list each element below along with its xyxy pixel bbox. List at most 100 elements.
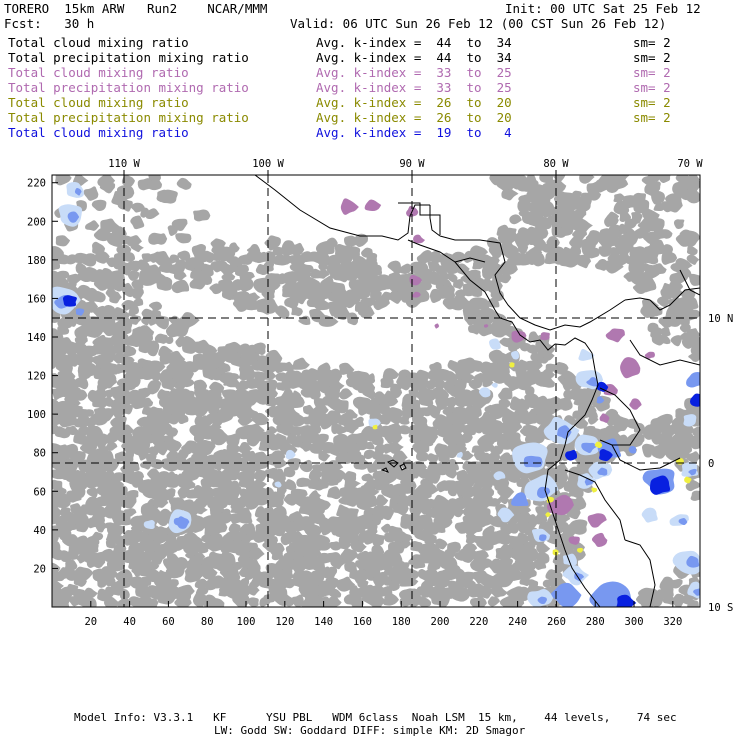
cloud-cell: [338, 540, 352, 550]
cloud-cell: [684, 177, 700, 193]
cloud-cell: [165, 564, 185, 579]
legend-sm: sm= 2: [633, 65, 671, 80]
cloud-cell: [363, 449, 375, 460]
cloud-cell: [340, 548, 359, 564]
cloud-cell: [435, 538, 448, 550]
legend-sm: sm= 2: [633, 95, 671, 110]
cloud-cell: [74, 376, 89, 390]
cloud-cell: [687, 599, 699, 607]
cloud-cell: [389, 441, 404, 454]
cloud-cell: [461, 431, 473, 444]
cloud-cell: [91, 199, 107, 212]
y-tick-label: 40: [33, 525, 46, 537]
cloud-cell: [445, 467, 458, 479]
cloud-cell: [315, 241, 335, 257]
cloud-cell: [437, 450, 450, 463]
mid-blue-cell: [678, 518, 688, 526]
cloud-cell: [424, 431, 439, 444]
cloud-cell: [369, 595, 387, 607]
y-tick-label: 60: [33, 486, 46, 498]
purple-cell: [511, 330, 527, 343]
mid-blue-cell: [597, 467, 608, 476]
cloud-cell: [309, 440, 325, 454]
cloud-cell: [264, 279, 281, 292]
x-tick-label: 40: [123, 616, 136, 628]
yellow-cell: [545, 512, 551, 518]
forecast-hour: Fcst: 30 h: [4, 16, 95, 31]
cloud-cell: [161, 189, 178, 204]
cloud-cell: [163, 335, 174, 344]
cloud-cell: [301, 597, 316, 607]
cloud-cell: [150, 458, 163, 470]
cloud-cell: [432, 414, 450, 430]
cloud-cell: [121, 300, 136, 311]
legend-field: Total precipitation mixing ratio: [8, 110, 249, 125]
y-tick-label: 180: [27, 255, 46, 267]
cloud-cell: [412, 439, 430, 454]
cloud-cell: [129, 461, 140, 472]
coastlines: [254, 175, 700, 607]
cloud-cell: [55, 175, 72, 186]
cloud-cell: [79, 439, 98, 455]
mid-blue-cell: [688, 468, 697, 476]
mid-blue-cell: [74, 188, 82, 196]
cloud-cell: [338, 388, 353, 400]
cloud-cell: [105, 538, 117, 549]
cloud-cell: [615, 241, 635, 256]
cloud-cell: [346, 312, 359, 326]
cloud-cell: [181, 467, 201, 482]
purple-cell: [587, 513, 607, 528]
cloud-cell: [113, 342, 126, 354]
cloud-cell: [129, 314, 142, 325]
cloud-cell: [132, 298, 144, 307]
cloud-cell: [377, 553, 397, 571]
light-blue-cell: [368, 418, 381, 428]
cloud-cell: [477, 322, 494, 337]
cloud-cell: [350, 520, 366, 534]
cloud-cell: [81, 266, 99, 283]
cloud-cell: [251, 412, 270, 426]
cloud-cell: [453, 279, 464, 289]
mid-blue-cell: [523, 455, 543, 468]
cloud-cell: [360, 306, 375, 319]
cloud-cell: [226, 441, 241, 454]
cloud-cell: [64, 520, 78, 531]
cloud-cell: [378, 413, 393, 425]
cloud-cell: [251, 528, 268, 543]
cloud-cell: [533, 557, 547, 570]
cloud-cell: [136, 259, 150, 271]
cloud-cell: [659, 336, 671, 345]
light-blue-cell: [497, 507, 515, 523]
cloud-cell: [247, 597, 259, 607]
purple-cell: [599, 413, 610, 423]
x-tick-label: 100: [237, 616, 256, 628]
cloud-cell: [116, 184, 135, 201]
cloud-cell: [144, 411, 163, 429]
cloud-cell: [416, 249, 433, 264]
cloud-cell: [309, 558, 326, 574]
cloud-cell: [306, 384, 321, 400]
cloud-cell: [641, 443, 656, 458]
cloud-cell: [579, 175, 595, 184]
light-blue-cell: [143, 519, 155, 530]
yellow-cell: [576, 547, 584, 553]
cloud-cell: [381, 523, 391, 533]
cloud-cell: [466, 519, 483, 533]
y-tick-label: 220: [27, 178, 46, 190]
cloud-cell: [497, 493, 509, 505]
cloud-cell: [119, 451, 134, 465]
cloud-cell: [177, 250, 191, 261]
cloud-cell: [238, 366, 256, 381]
model-info: Model Info: V3.3.1 KF YSU PBL WDM 6class…: [74, 711, 677, 724]
cloud-cell: [147, 380, 162, 395]
mid-blue-cell: [693, 588, 700, 596]
cloud-cell: [467, 323, 481, 335]
cloud-cell: [140, 460, 152, 470]
cloud-cell: [126, 235, 142, 247]
cloud-cell: [530, 252, 545, 267]
cloud-cell: [291, 594, 305, 607]
dark-blue-cell: [690, 393, 700, 407]
cloud-cell: [470, 288, 483, 297]
coastline: [398, 202, 441, 235]
cloud-cell: [370, 512, 384, 523]
